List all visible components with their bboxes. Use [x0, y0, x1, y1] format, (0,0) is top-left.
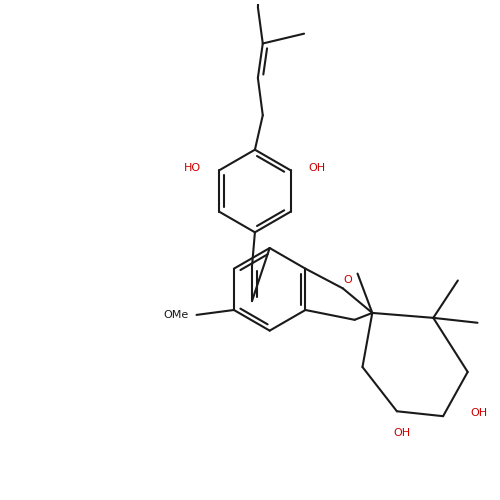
Text: OMe: OMe: [164, 310, 188, 320]
Text: O: O: [344, 276, 352, 285]
Text: OH: OH: [393, 428, 410, 438]
Text: OH: OH: [470, 408, 488, 418]
Text: OH: OH: [308, 164, 326, 173]
Text: HO: HO: [184, 164, 202, 173]
